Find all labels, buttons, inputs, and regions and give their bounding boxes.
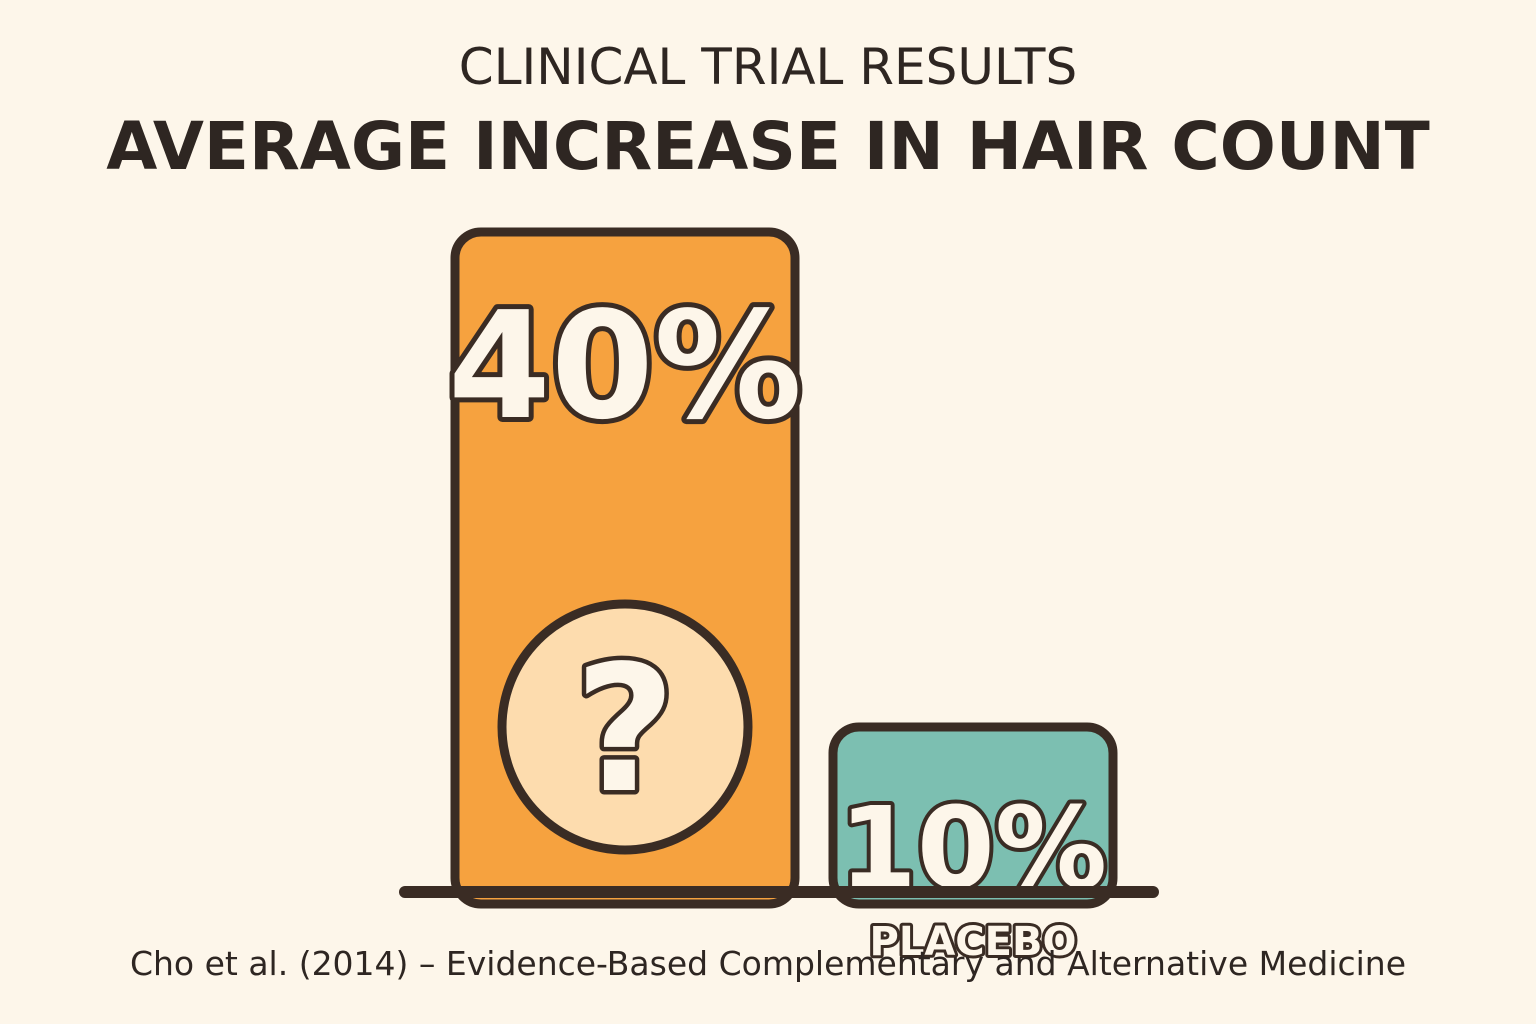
mystery-circle <box>497 599 753 855</box>
source-citation: Cho et al. (2014) – Evidence-Based Compl… <box>129 944 1407 983</box>
chart-title: AVERAGE INCREASE IN HAIR COUNT <box>106 108 1430 185</box>
category-label-1: PLACEBO <box>870 919 1077 965</box>
bar-value-label-0: 40% <box>448 280 802 452</box>
chart-subtitle: CLINICAL TRIAL RESULTS <box>458 38 1078 96</box>
category-label-0: ? <box>574 629 676 832</box>
bar-1 <box>828 722 1118 909</box>
